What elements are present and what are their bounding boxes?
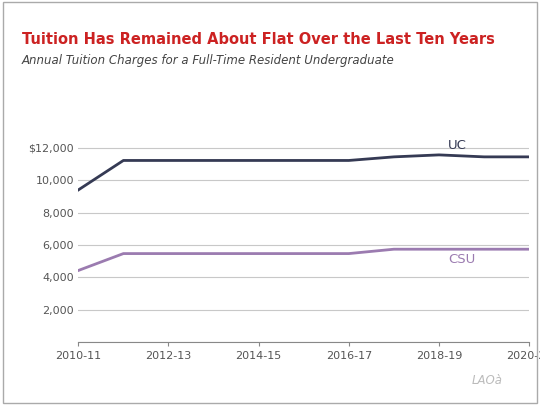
Text: Tuition Has Remained About Flat Over the Last Ten Years: Tuition Has Remained About Flat Over the…: [22, 32, 495, 47]
Text: Figure 6: Figure 6: [12, 10, 66, 23]
Text: Annual Tuition Charges for a Full-Time Resident Undergraduate: Annual Tuition Charges for a Full-Time R…: [22, 54, 394, 67]
Text: CSU: CSU: [448, 253, 475, 266]
Text: LAOà: LAOà: [471, 374, 502, 387]
Text: UC: UC: [448, 139, 467, 152]
